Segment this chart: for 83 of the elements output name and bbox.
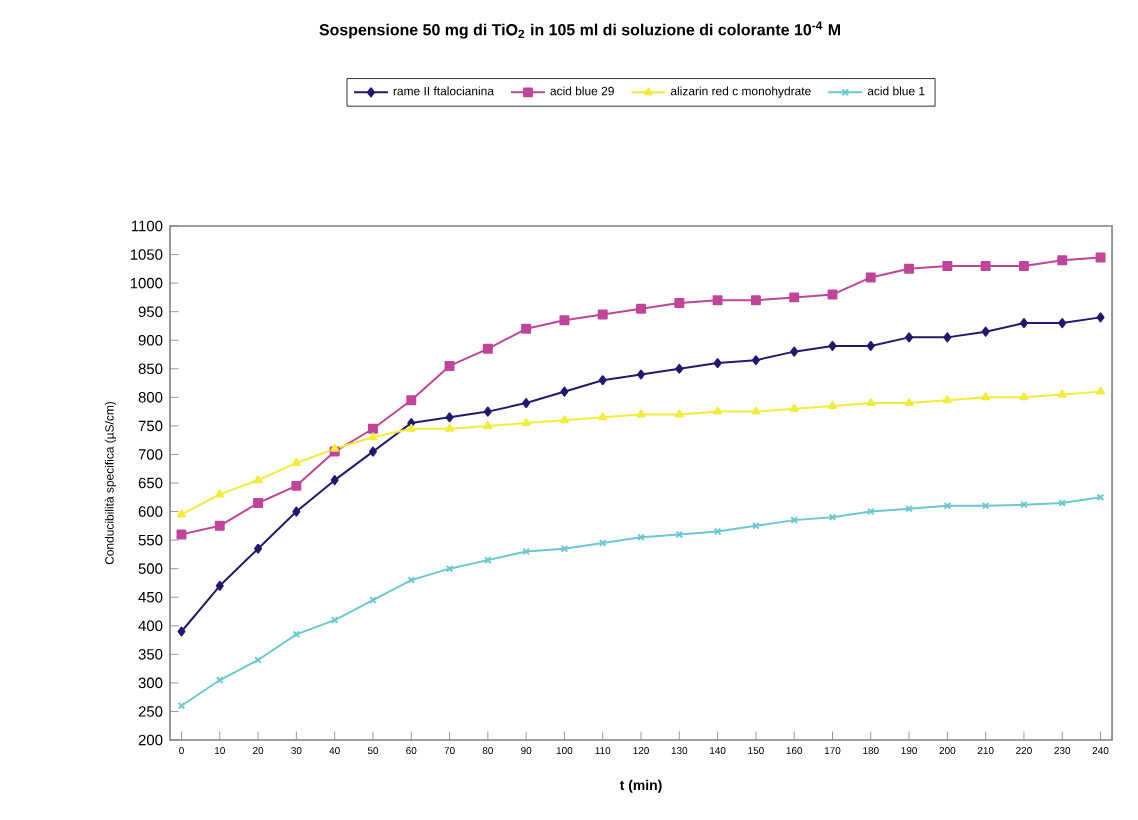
point <box>942 395 952 404</box>
point <box>637 369 646 380</box>
point <box>750 295 761 306</box>
point <box>215 489 225 498</box>
point <box>1019 318 1028 329</box>
point <box>1096 386 1105 395</box>
point <box>905 504 913 513</box>
point <box>176 529 187 540</box>
point <box>1057 255 1068 266</box>
point <box>559 315 570 326</box>
point <box>597 309 608 320</box>
point <box>866 398 876 407</box>
point <box>368 432 378 441</box>
point <box>330 475 339 486</box>
point <box>444 360 455 371</box>
point <box>253 475 263 484</box>
point <box>828 400 837 409</box>
point <box>291 480 302 491</box>
point <box>368 446 377 457</box>
point <box>292 630 301 639</box>
point <box>905 332 914 343</box>
point <box>177 626 186 637</box>
point <box>674 298 685 309</box>
point <box>253 498 264 508</box>
point <box>712 295 723 306</box>
point <box>1095 252 1106 263</box>
point <box>214 520 225 531</box>
point <box>675 363 684 374</box>
point <box>674 409 684 418</box>
point <box>598 375 607 386</box>
point <box>330 443 340 452</box>
point <box>560 386 569 397</box>
point <box>598 412 608 421</box>
point <box>1057 389 1067 398</box>
point <box>445 564 454 573</box>
point <box>522 547 530 556</box>
point <box>560 544 569 553</box>
point <box>865 272 876 283</box>
point <box>559 415 569 424</box>
point <box>980 260 991 271</box>
point <box>981 392 991 401</box>
point <box>483 420 493 429</box>
point <box>177 509 186 518</box>
point <box>483 406 492 417</box>
point <box>866 340 875 351</box>
point <box>330 616 339 624</box>
point <box>713 358 722 369</box>
point <box>942 260 953 271</box>
point <box>1058 318 1067 329</box>
point <box>789 403 799 412</box>
point <box>445 412 454 423</box>
point <box>254 543 263 554</box>
point <box>789 292 800 303</box>
point <box>521 418 531 427</box>
point <box>406 395 417 406</box>
point <box>751 355 760 366</box>
point <box>675 530 684 539</box>
point <box>1096 312 1105 323</box>
point <box>291 458 301 467</box>
point <box>790 346 799 357</box>
point <box>943 332 952 343</box>
point <box>713 406 723 415</box>
point <box>904 263 915 274</box>
point <box>981 326 990 337</box>
point <box>292 506 301 517</box>
point <box>521 323 532 334</box>
point <box>636 303 646 314</box>
point <box>1018 260 1029 271</box>
point <box>904 398 914 407</box>
point <box>636 409 646 418</box>
point <box>1019 392 1029 401</box>
point <box>482 343 493 354</box>
point <box>522 398 531 409</box>
point <box>713 527 722 536</box>
point <box>828 513 837 522</box>
point <box>828 340 837 351</box>
point <box>406 423 416 432</box>
point <box>215 580 224 591</box>
point <box>827 289 838 300</box>
point <box>445 423 454 432</box>
point <box>866 507 875 516</box>
point <box>751 406 761 415</box>
point <box>367 423 378 434</box>
